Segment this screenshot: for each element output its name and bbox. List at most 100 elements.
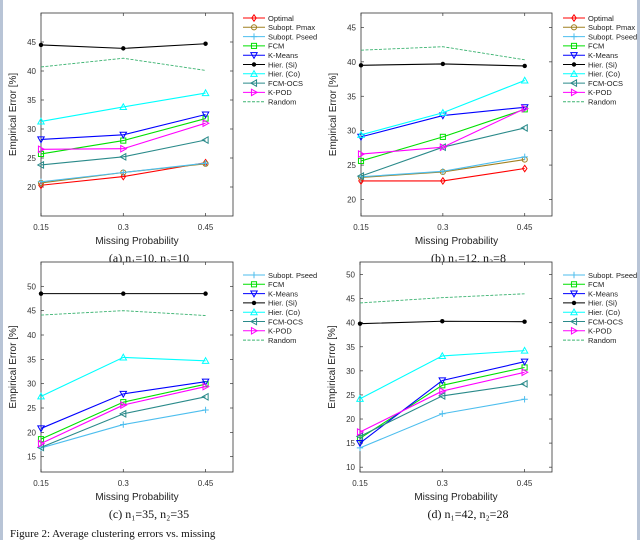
series-random (40, 57, 206, 71)
legend-marker (249, 69, 259, 77)
x-tick-label: 0.45 (198, 223, 214, 232)
legend-entry: Subopt. Pseed (563, 32, 637, 41)
series-hier-co (36, 353, 210, 400)
data-point (201, 135, 209, 145)
legend-entry: Hier. (Si) (563, 60, 618, 69)
legend-label: Hier. (Co) (268, 308, 301, 317)
series-subopt-pseed (356, 396, 528, 452)
series-line (359, 366, 525, 439)
data-point (440, 319, 445, 324)
legend-marker (570, 33, 578, 40)
legend-label: Hier. (Co) (588, 70, 621, 79)
legend-label: FCM (268, 42, 284, 51)
legend-marker (569, 52, 579, 60)
y-tick-label: 30 (347, 127, 356, 136)
data-point (439, 168, 447, 175)
legend-entry: Subopt. Pmax (243, 23, 315, 32)
legend-entry: Subopt. Pseed (243, 271, 317, 280)
data-point (521, 153, 528, 161)
series-line (360, 46, 525, 61)
subfigure-caption: (b) n₁=12, n₂=8 (431, 251, 506, 265)
series-line (360, 79, 525, 136)
legend-label: Subopt. Pmax (588, 23, 635, 32)
data-point (355, 432, 364, 441)
data-point (119, 353, 128, 361)
data-point (438, 391, 446, 400)
data-point (356, 427, 365, 437)
chart-panel-a: 20 25 30 35 40 45 0.15 0.3 0.45 Missing Probabili… (8, 12, 317, 265)
series-k-pod (357, 104, 529, 159)
y-tick-label: 40 (346, 319, 355, 328)
legend-label: K-Means (268, 289, 298, 298)
series-line (40, 139, 206, 166)
series-hier-co (355, 346, 529, 402)
legend-entry: Hier. (Si) (563, 299, 618, 308)
page-border-right (637, 0, 640, 540)
legend-label: Subopt. Pmax (268, 23, 315, 32)
x-axis-label: Missing Probability (414, 492, 497, 503)
legend-marker (569, 79, 578, 88)
legend-label: Hier. (Co) (268, 70, 301, 79)
data-point (357, 157, 365, 165)
data-point (120, 401, 128, 410)
data-point (439, 410, 446, 417)
x-axis-label: Missing Probability (95, 236, 178, 247)
x-tick-label: 0.15 (33, 479, 49, 488)
data-point (522, 63, 527, 69)
series-line (40, 162, 206, 186)
legend-label: Random (268, 98, 296, 107)
legend-entry: K-POD (563, 88, 612, 97)
legend-label: Hier. (Si) (268, 299, 298, 308)
data-point (119, 409, 127, 418)
data-point (440, 61, 446, 67)
subfigure-caption: (c) n₁=35, n₂=35 (109, 507, 189, 521)
legend-entry: Subopt. Pseed (243, 32, 317, 41)
legend-marker (570, 271, 578, 279)
series-random (360, 46, 525, 61)
data-point (440, 176, 446, 185)
series-fcm-ocs (36, 135, 209, 170)
series-line (360, 108, 525, 155)
y-tick-label: 25 (347, 161, 356, 170)
series-k-pod (37, 119, 210, 154)
legend-entry: Hier. (Co) (243, 69, 301, 79)
data-point (121, 46, 126, 51)
series-line (361, 167, 525, 182)
series-k-means (36, 378, 210, 433)
data-point (521, 104, 529, 113)
y-axis-label: Empirical Error [%] (8, 73, 19, 157)
legend-marker (571, 62, 577, 67)
legend-label: K-POD (588, 88, 612, 97)
legend-entry: Hier. (Si) (243, 60, 298, 69)
y-tick-label: 25 (346, 391, 355, 400)
x-tick-label: 0.3 (437, 479, 449, 488)
legend-entry: FCM (563, 280, 604, 289)
legend-label: K-POD (268, 88, 292, 97)
legend-label: Hier. (Si) (588, 60, 618, 69)
y-tick-label: 50 (346, 271, 355, 280)
legend-marker (249, 290, 259, 298)
legend-marker (251, 13, 257, 23)
x-tick-label: 0.45 (517, 479, 533, 488)
legend-entry: FCM-OCS (243, 79, 303, 88)
data-point (38, 181, 44, 190)
legend-entry: K-POD (243, 327, 292, 336)
y-tick-label: 50 (27, 282, 36, 291)
data-point (439, 143, 448, 152)
chart-panel-d: 10 15 20 25 30 35 40 45 50 0.15 0.3 0.45 Missing Pro… (327, 261, 637, 521)
legend-label: FCM (588, 42, 604, 51)
legend-entry: K-POD (243, 88, 292, 97)
legend-marker (570, 281, 578, 288)
legend-marker (570, 326, 579, 335)
data-point (438, 108, 447, 116)
y-axis-label: Empirical Error [%] (327, 325, 338, 409)
data-point (203, 291, 208, 296)
legend-marker (251, 62, 257, 67)
data-point (355, 440, 365, 448)
legend-marker (569, 69, 579, 77)
legend-marker (250, 42, 258, 49)
data-point (202, 406, 209, 414)
data-point (36, 392, 46, 400)
